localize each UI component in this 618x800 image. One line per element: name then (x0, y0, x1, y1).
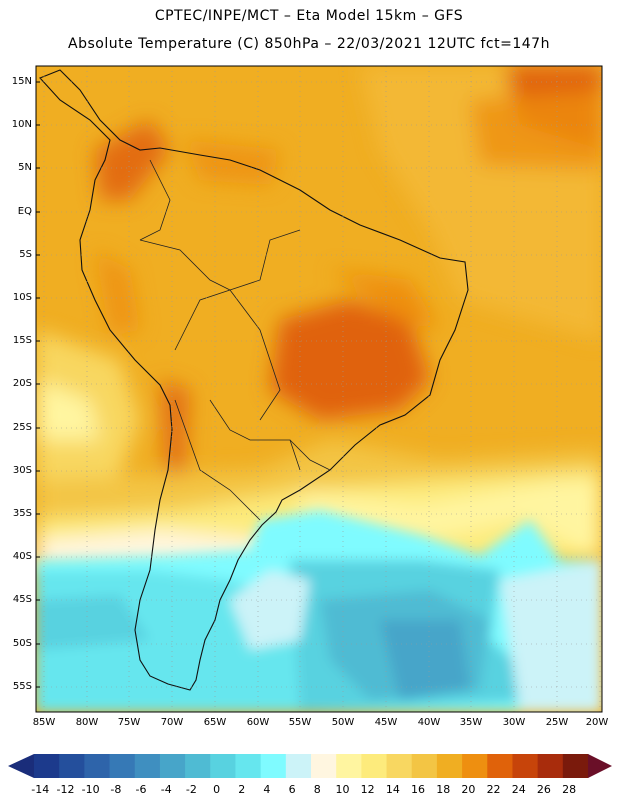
colorbar-label: 8 (313, 783, 321, 796)
colorbar-swatch (311, 754, 337, 778)
lat-label: 5N (18, 162, 32, 173)
colorbar-swatch (386, 754, 413, 778)
colorbar-label: 26 (536, 783, 551, 796)
map-title: CPTEC/INPE/MCT – Eta Model 15km – GFS (154, 8, 464, 24)
colorbar-label: 2 (238, 783, 246, 796)
colorbar-label: -4 (160, 783, 172, 796)
colorbar-label: 12 (360, 783, 375, 796)
colorbar-label: 4 (263, 783, 271, 796)
colorbar-swatch (84, 754, 111, 778)
colorbar-label: 18 (436, 783, 451, 796)
lat-label: 40S (12, 551, 32, 562)
lat-label: 15N (11, 76, 32, 87)
colorbar-label: 10 (335, 783, 350, 796)
colorbar-swatch (285, 754, 312, 778)
lon-label: 65W (203, 717, 227, 728)
colorbar-label: 28 (562, 783, 577, 796)
lat-label: 5S (19, 249, 32, 260)
lon-label: 55W (288, 717, 312, 728)
colorbar-low-arrow (8, 754, 34, 778)
colorbar-label: 16 (411, 783, 426, 796)
map-subtitle: Absolute Temperature (C) 850hPa – 22/03/… (68, 36, 550, 52)
colorbar-label: 0 (213, 783, 221, 796)
colorbar-swatch (235, 754, 262, 778)
lon-label: 70W (160, 717, 184, 728)
colorbar-swatch (34, 754, 60, 778)
lat-label: 10N (11, 119, 32, 130)
colorbar-high-arrow (588, 754, 612, 778)
lon-label: 60W (246, 717, 270, 728)
colorbar-label: 22 (486, 783, 501, 796)
lon-label: 75W (117, 717, 141, 728)
colorbar-swatch (260, 754, 287, 778)
colorbar-swatch (562, 754, 589, 778)
colorbar-swatch (436, 754, 463, 778)
map-frame (35, 65, 603, 713)
lat-label: 15S (12, 335, 32, 346)
colorbar-label: 20 (461, 783, 476, 796)
lat-label: 50S (12, 638, 32, 649)
lat-label: EQ (17, 206, 32, 217)
lon-label: 85W (32, 717, 56, 728)
colorbar-swatch (487, 754, 513, 778)
colorbar-swatch (59, 754, 85, 778)
lon-label: 35W (459, 717, 483, 728)
lat-label: 35S (12, 508, 32, 519)
lon-label: 80W (75, 717, 99, 728)
colorbar-swatch (361, 754, 388, 778)
colorbar-swatch (336, 754, 362, 778)
colorbar-label: -14 (31, 783, 50, 796)
lat-label: 25S (12, 422, 32, 433)
colorbar-label: -2 (185, 783, 197, 796)
colorbar-label: 14 (385, 783, 400, 796)
lat-label: 20S (12, 378, 32, 389)
colorbar-swatch (185, 754, 211, 778)
lon-label: 20W (585, 717, 609, 728)
lon-label: 50W (331, 717, 355, 728)
colorbar-swatch (512, 754, 539, 778)
colorbar-swatch (159, 754, 186, 778)
colorbar-label: 24 (511, 783, 526, 796)
lon-label: 30W (502, 717, 526, 728)
colorbar-label: 6 (288, 783, 296, 796)
colorbar-label: -10 (81, 783, 100, 796)
lat-label: 10S (12, 292, 32, 303)
country-borders (139, 159, 331, 521)
lat-label: 55S (12, 681, 32, 692)
lon-label: 40W (417, 717, 441, 728)
colorbar-swatch (411, 754, 438, 778)
lat-label: 45S (12, 594, 32, 605)
colorbar-swatch (462, 754, 488, 778)
colorbar-swatch (210, 754, 236, 778)
colorbar-swatch (537, 754, 564, 778)
colorbar-label: -8 (110, 783, 122, 796)
colorbar-label: -6 (135, 783, 147, 796)
colorbar-label: -12 (56, 783, 75, 796)
lon-label: 45W (374, 717, 398, 728)
colorbar-swatch (109, 754, 136, 778)
coastline (39, 69, 469, 691)
lat-label: 30S (12, 465, 32, 476)
lon-label: 25W (545, 717, 569, 728)
colorbar-swatch (134, 754, 161, 778)
